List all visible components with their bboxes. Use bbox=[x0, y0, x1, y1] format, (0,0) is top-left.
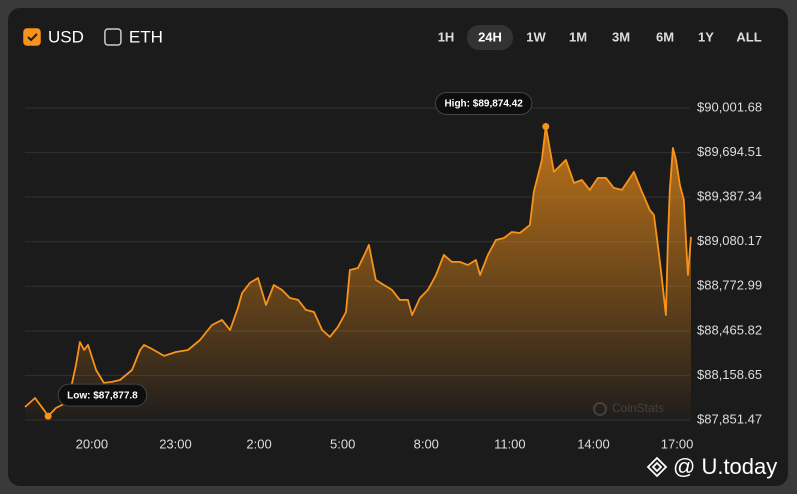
checkbox-label[interactable]: ETH bbox=[129, 27, 163, 46]
y-tick-label: $89,387.34 bbox=[697, 189, 762, 204]
range-button[interactable]: 24H bbox=[478, 29, 502, 44]
x-tick-label: 14:00 bbox=[577, 436, 610, 451]
range-button[interactable]: 1M bbox=[569, 29, 587, 44]
annotation-dot bbox=[542, 122, 550, 130]
x-tick-label: 11:00 bbox=[494, 436, 526, 451]
y-tick-label: $89,694.51 bbox=[697, 144, 762, 159]
x-tick-label: 23:00 bbox=[159, 436, 192, 451]
credit: @ U.today bbox=[673, 454, 777, 479]
range-active-bg bbox=[467, 25, 513, 50]
annotation-dot bbox=[44, 412, 52, 420]
checkbox[interactable] bbox=[23, 28, 41, 46]
annotation-box bbox=[57, 383, 148, 407]
x-tick-label: 8:00 bbox=[414, 436, 439, 451]
y-tick-label: $89,080.17 bbox=[697, 233, 762, 248]
price-line bbox=[24, 125, 692, 418]
credit-icon bbox=[646, 456, 668, 478]
annotation-box bbox=[434, 91, 533, 115]
range-button[interactable]: 6M bbox=[656, 29, 674, 44]
range-button[interactable]: 1W bbox=[526, 29, 546, 44]
range-button[interactable]: 1Y bbox=[698, 29, 714, 44]
range-button[interactable]: 3M bbox=[612, 29, 630, 44]
checkmark bbox=[27, 33, 38, 42]
x-tick-label: 2:00 bbox=[246, 436, 271, 451]
checkbox[interactable] bbox=[104, 28, 122, 46]
annotation-label: Low: $87,877.8 bbox=[67, 390, 138, 401]
y-tick-label: $90,001.68 bbox=[697, 99, 762, 114]
range-button[interactable]: 1H bbox=[438, 29, 455, 44]
area bbox=[25, 126, 691, 420]
checkbox-label[interactable]: USD bbox=[48, 27, 84, 46]
y-tick-label: $88,772.99 bbox=[697, 278, 762, 293]
range-button[interactable]: ALL bbox=[736, 29, 761, 44]
x-tick-label: 17:00 bbox=[661, 436, 694, 451]
y-tick-label: $88,158.65 bbox=[697, 367, 762, 382]
x-tick-label: 20:00 bbox=[76, 436, 109, 451]
y-tick-label: $87,851.47 bbox=[697, 411, 762, 426]
y-tick-label: $88,465.82 bbox=[697, 322, 762, 337]
x-tick-label: 5:00 bbox=[330, 436, 355, 451]
annotation-label: High: $89,874.42 bbox=[444, 99, 523, 110]
